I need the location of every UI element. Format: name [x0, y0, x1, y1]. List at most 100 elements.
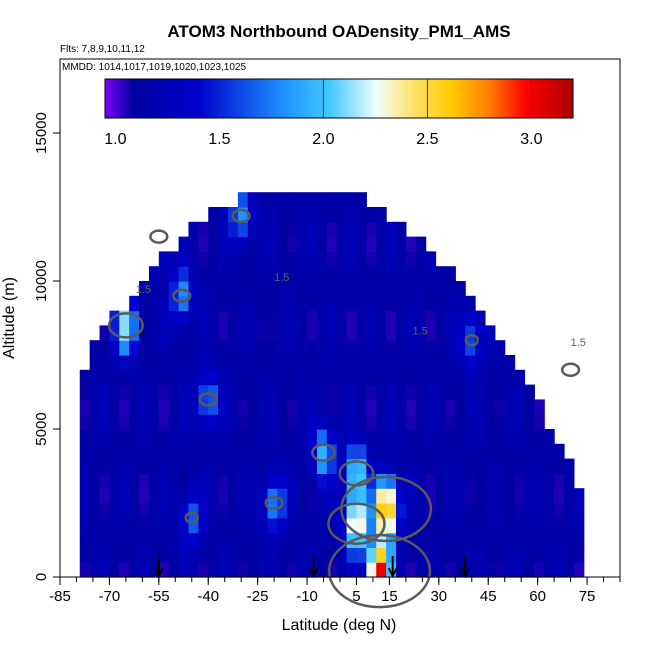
x-tick-label: 30 [430, 588, 447, 605]
colorbar: 1.0 1.5 2.0 2.5 3.0 [104, 78, 574, 148]
heatmap-cell [356, 355, 367, 371]
heatmap-cell [237, 207, 249, 223]
heatmap-cell [465, 384, 476, 400]
heatmap-cell [326, 281, 338, 297]
heatmap-cell [425, 251, 437, 267]
heatmap-cell [415, 503, 427, 519]
heatmap-cell [326, 488, 338, 504]
heatmap-cell [218, 207, 229, 223]
heatmap-cell [277, 414, 288, 430]
heatmap-cell [307, 414, 318, 430]
heatmap-cell [415, 547, 427, 563]
heatmap-cell [435, 547, 447, 563]
heatmap-cell [168, 443, 180, 460]
heatmap-cell [178, 429, 190, 445]
heatmap-cell [257, 192, 269, 208]
heatmap-cell [316, 384, 328, 400]
heatmap-cell [524, 503, 535, 519]
heatmap-cell [277, 532, 288, 548]
heatmap-cell [504, 532, 516, 548]
heatmap-cell [139, 532, 150, 548]
heatmap-cell [376, 399, 387, 415]
heatmap-cell [188, 517, 199, 534]
heatmap-cell [425, 532, 437, 548]
heatmap-cell [178, 488, 190, 504]
heatmap-cell [109, 473, 120, 489]
heatmap-cell [228, 547, 239, 563]
heatmap-cell [316, 414, 328, 430]
heatmap-cell [178, 414, 190, 430]
heatmap-cell [405, 369, 417, 386]
heatmap-cell [386, 325, 397, 341]
heatmap-cell [396, 414, 407, 430]
heatmap-cell [425, 517, 437, 534]
heatmap-cell [307, 266, 318, 282]
heatmap-cell [415, 414, 427, 430]
heatmap-cell [554, 458, 565, 474]
heatmap-cell [396, 340, 407, 356]
heatmap-cell [257, 517, 269, 534]
heatmap-cell [237, 473, 249, 489]
heatmap-cell [208, 221, 219, 238]
heatmap-cell [336, 340, 348, 356]
heatmap-cell [79, 429, 91, 445]
heatmap-cell [326, 340, 338, 356]
heatmap-cell [287, 369, 298, 386]
contour-line [340, 475, 433, 543]
x-tick-label: 15 [381, 588, 398, 605]
heatmap-cell [158, 458, 170, 474]
heatmap-cell [198, 414, 209, 430]
heatmap-cell [129, 340, 140, 356]
heatmap-cell [198, 562, 209, 578]
heatmap-cell [346, 192, 358, 208]
heatmap-cell [326, 207, 338, 223]
heatmap-cell [425, 547, 437, 563]
heatmap-cell [218, 547, 229, 563]
heatmap-cell [346, 221, 358, 238]
heatmap-cell [396, 429, 407, 445]
heatmap-cell [139, 517, 150, 534]
contour-label: 1.5 [136, 284, 151, 296]
heatmap-cell [109, 429, 120, 445]
heatmap-cell [99, 414, 111, 430]
heatmap-cell [346, 251, 358, 267]
heatmap-cell [326, 325, 338, 341]
heatmap-cell [396, 325, 407, 341]
heatmap-cell [168, 399, 180, 415]
heatmap-cell [504, 399, 516, 415]
heatmap-cell [247, 192, 259, 208]
heatmap-cell [475, 517, 486, 534]
heatmap-cell [247, 562, 259, 578]
heatmap-cell [435, 325, 447, 341]
heatmap-cell [158, 295, 170, 312]
heatmap-cell [366, 384, 377, 400]
heatmap-cell [188, 384, 199, 400]
heatmap-cell [524, 384, 535, 400]
heatmap-cell [129, 414, 140, 430]
heatmap-cell [158, 547, 170, 563]
heatmap-cell [139, 399, 150, 415]
heatmap-cell [316, 562, 328, 578]
heatmap-cell [228, 458, 239, 474]
heatmap-cell [465, 488, 476, 504]
heatmap-cell [198, 488, 209, 504]
heatmap-cell [198, 517, 209, 534]
heatmap-cell [346, 295, 358, 312]
heatmap-cell [544, 562, 555, 578]
contour-line [560, 362, 581, 378]
heatmap-cell [564, 473, 575, 489]
heatmap-cell [316, 429, 328, 445]
heatmap-cell [297, 532, 308, 548]
heatmap-cell [247, 547, 259, 563]
heatmap-cell [188, 355, 199, 371]
heatmap-cell [307, 562, 318, 578]
heatmap-cell [188, 429, 199, 445]
heatmap-cell [287, 266, 298, 282]
heatmap-cell [237, 458, 249, 474]
heatmap-cell [465, 443, 476, 460]
heatmap-cell [494, 414, 506, 430]
heatmap-cell [129, 443, 140, 460]
heatmap-cell [208, 399, 219, 415]
heatmap-cell [307, 295, 318, 312]
heatmap-cell [99, 562, 111, 578]
